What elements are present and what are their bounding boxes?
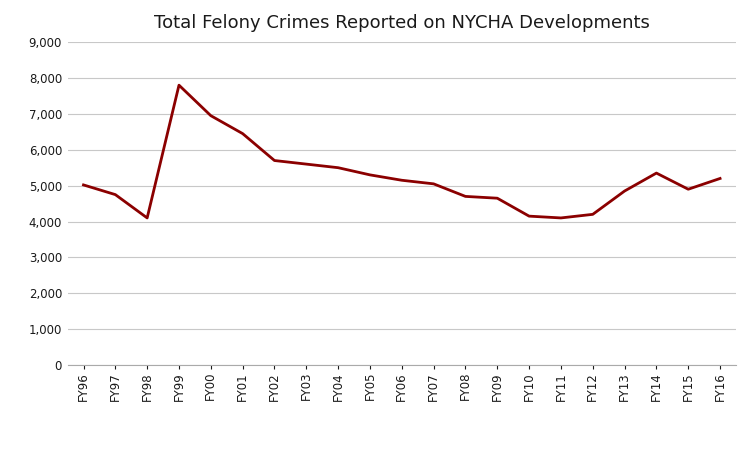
Title: Total Felony Crimes Reported on NYCHA Developments: Total Felony Crimes Reported on NYCHA De… [154,14,650,32]
